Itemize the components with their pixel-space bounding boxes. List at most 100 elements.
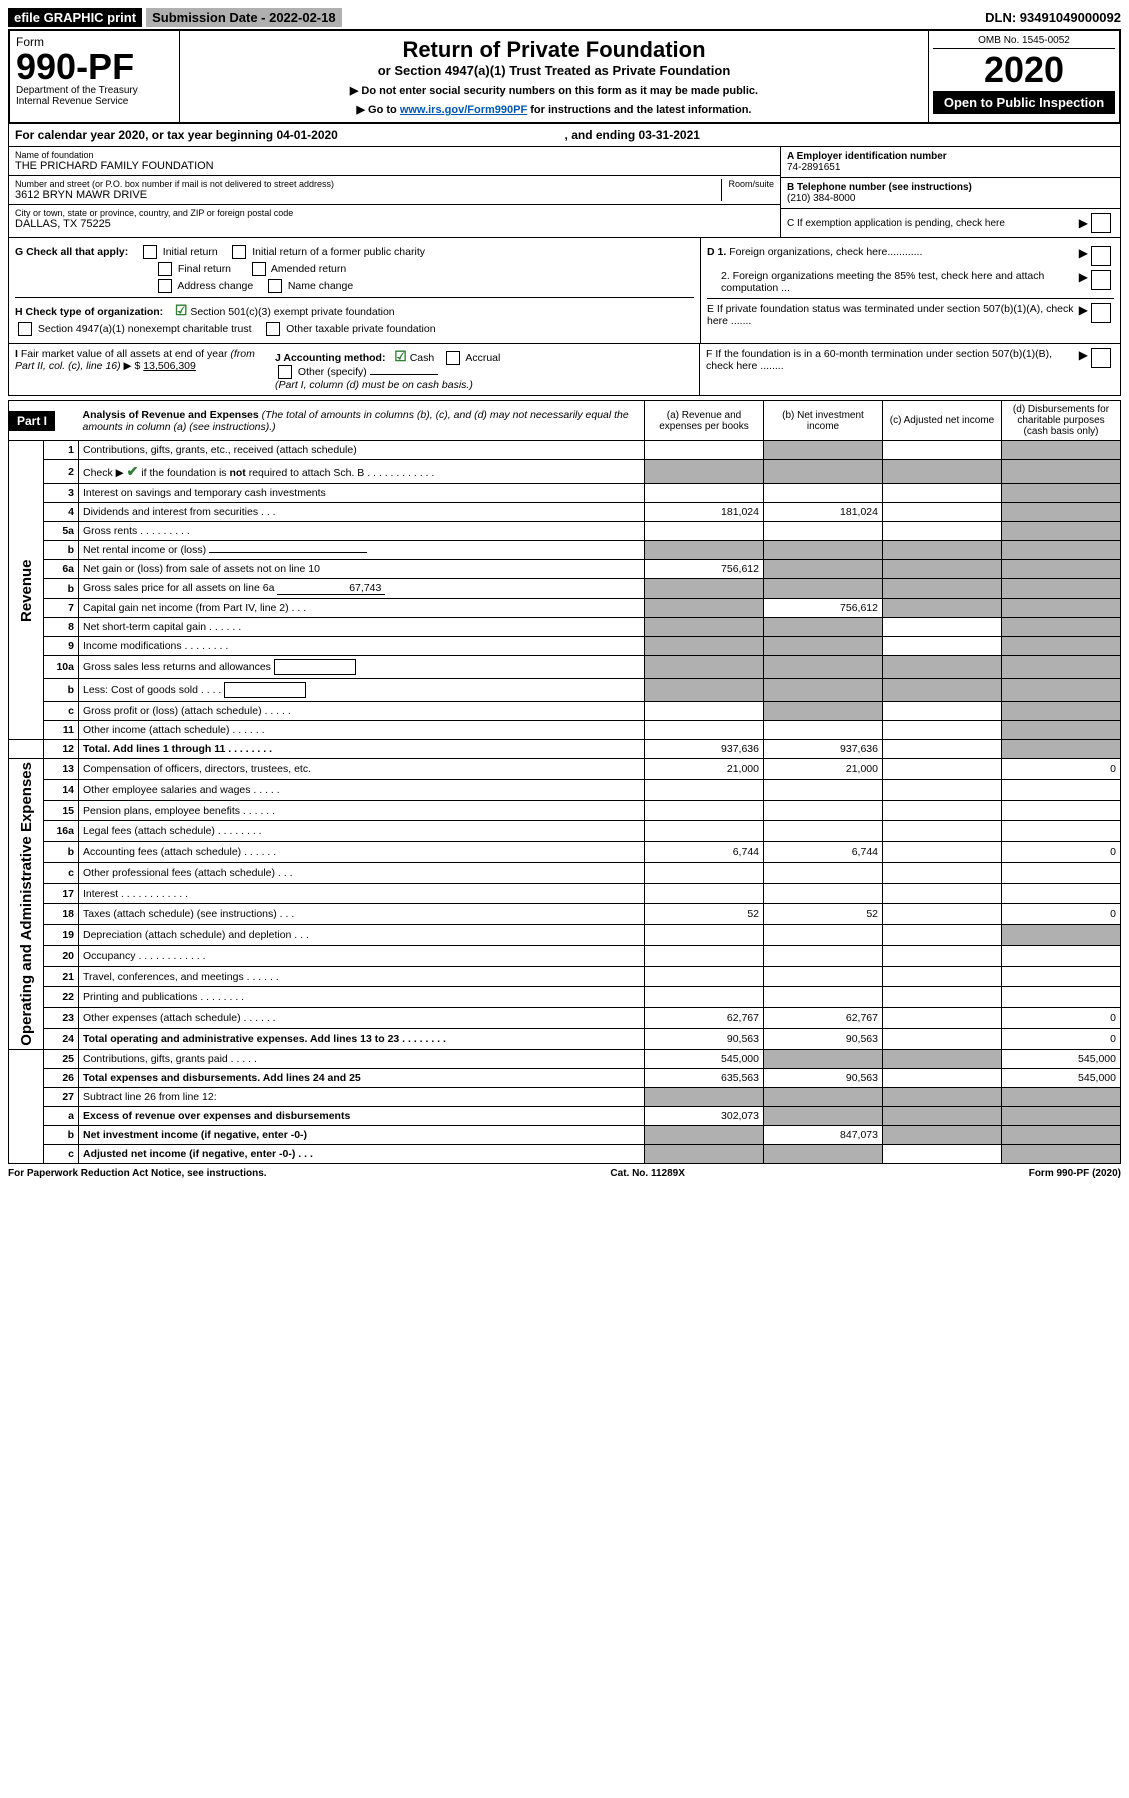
g-initial-public: Initial return of a former public charit…	[252, 246, 425, 258]
ein-label: A Employer identification number	[787, 151, 1114, 162]
i-label: Fair market value of all assets at end o…	[15, 348, 255, 372]
room-suite-label: Room/suite	[721, 179, 774, 201]
60month-checkbox[interactable]	[1091, 348, 1111, 368]
e-text: E If private foundation status was termi…	[707, 303, 1079, 327]
part1-label: Part I	[9, 411, 55, 431]
irs-label: Internal Revenue Service	[16, 96, 173, 107]
col-d-hdr: (d) Disbursements for charitable purpose…	[1002, 401, 1121, 441]
table-row: 12 Total. Add lines 1 through 11 . . . .…	[9, 740, 1121, 759]
table-row: 16a Legal fees (attach schedule) . . . .…	[9, 821, 1121, 842]
table-row: b Accounting fees (attach schedule) . . …	[9, 842, 1121, 863]
ij-block: I Fair market value of all assets at end…	[8, 344, 1121, 396]
calyear-begin: 04-01-2020	[276, 128, 337, 142]
form-header: Form 990-PF Department of the Treasury I…	[8, 29, 1121, 124]
other-taxable-checkbox[interactable]	[266, 322, 280, 336]
table-row: c Adjusted net income (if negative, ente…	[9, 1144, 1121, 1163]
identity-right: A Employer identification number 74-2891…	[780, 147, 1120, 237]
tax-year: 2020	[933, 49, 1115, 91]
table-row: 8 Net short-term capital gain . . . . . …	[9, 618, 1121, 637]
phone-label: B Telephone number (see instructions)	[787, 182, 1114, 193]
arrow-icon: ▶	[1079, 348, 1088, 372]
addr-label: Number and street (or P.O. box number if…	[15, 179, 721, 189]
initial-public-checkbox[interactable]	[232, 245, 246, 259]
status-terminated-checkbox[interactable]	[1091, 303, 1111, 323]
table-row: 2 Check ▶ ✔ if the foundation is not req…	[9, 460, 1121, 484]
expenses-vlabel: Operating and Administrative Expenses	[9, 759, 44, 1050]
g-label: G Check all that apply:	[15, 246, 128, 258]
table-row: c Other professional fees (attach schedu…	[9, 862, 1121, 883]
g-name: Name change	[288, 280, 353, 292]
table-row: b Net rental income or (loss)	[9, 541, 1121, 560]
part1-title-cell: Analysis of Revenue and Expenses (The to…	[79, 401, 645, 441]
table-row: 14 Other employee salaries and wages . .…	[9, 779, 1121, 800]
arrow-icon: ▶	[1079, 216, 1088, 230]
foundation-name: THE PRICHARD FAMILY FOUNDATION	[15, 160, 774, 172]
dept-treasury: Department of the Treasury	[16, 85, 173, 96]
checks-block: G Check all that apply: Initial return I…	[8, 238, 1121, 344]
table-row: 9 Income modifications . . . . . . . .	[9, 637, 1121, 656]
phone-value: (210) 384-8000	[787, 193, 1114, 204]
note2-post: for instructions and the latest informat…	[530, 104, 751, 116]
h-label: H Check type of organization:	[15, 306, 163, 318]
j-other: Other (specify)	[298, 366, 367, 378]
amended-return-checkbox[interactable]	[252, 262, 266, 276]
col-c-hdr: (c) Adjusted net income	[883, 401, 1002, 441]
col-b-hdr: (b) Net investment income	[764, 401, 883, 441]
header-mid: Return of Private Foundation or Section …	[180, 31, 929, 122]
identity-block: Name of foundation THE PRICHARD FAMILY F…	[8, 147, 1121, 238]
foreign-85pct-checkbox[interactable]	[1091, 270, 1111, 290]
dln-label: DLN: 93491049000092	[985, 10, 1121, 25]
calyear-mid: , and ending	[565, 128, 639, 142]
h-other-tax: Other taxable private foundation	[286, 323, 435, 335]
f-text: F If the foundation is in a 60-month ter…	[706, 348, 1079, 372]
name-change-checkbox[interactable]	[268, 279, 282, 293]
check-icon: ☑	[175, 302, 188, 318]
header-right: OMB No. 1545-0052 2020 Open to Public In…	[929, 31, 1119, 122]
calendar-year-line: For calendar year 2020, or tax year begi…	[8, 124, 1121, 147]
ein-value: 74-2891651	[787, 162, 1114, 173]
initial-return-checkbox[interactable]	[143, 245, 157, 259]
table-row: 4 Dividends and interest from securities…	[9, 503, 1121, 522]
d1-text: Foreign organizations, check here.......…	[729, 246, 922, 258]
city-state-zip: DALLAS, TX 75225	[15, 218, 774, 230]
revenue-vlabel: Revenue	[9, 441, 44, 740]
table-row: 3 Interest on savings and temporary cash…	[9, 484, 1121, 503]
table-row: 24 Total operating and administrative ex…	[9, 1028, 1121, 1049]
address-change-checkbox[interactable]	[158, 279, 172, 293]
h-4947: Section 4947(a)(1) nonexempt charitable …	[38, 323, 252, 335]
table-row: a Excess of revenue over expenses and di…	[9, 1106, 1121, 1125]
efile-label: efile GRAPHIC print	[8, 8, 142, 27]
table-row: 15 Pension plans, employee benefits . . …	[9, 800, 1121, 821]
exemption-pending-checkbox[interactable]	[1091, 213, 1111, 233]
table-row: 11 Other income (attach schedule) . . . …	[9, 721, 1121, 740]
note2-pre: ▶ Go to	[357, 104, 400, 116]
street-address: 3612 BRYN MAWR DRIVE	[15, 189, 721, 201]
instructions-link[interactable]: www.irs.gov/Form990PF	[400, 104, 527, 116]
ij-left: I Fair market value of all assets at end…	[9, 344, 700, 395]
table-row: c Gross profit or (loss) (attach schedul…	[9, 702, 1121, 721]
form-ref: Form 990-PF (2020)	[1029, 1168, 1121, 1179]
fmv-value: 13,506,309	[143, 360, 196, 372]
table-row: 21 Travel, conferences, and meetings . .…	[9, 966, 1121, 987]
final-return-checkbox[interactable]	[158, 262, 172, 276]
checks-left: G Check all that apply: Initial return I…	[9, 238, 700, 343]
accrual-checkbox[interactable]	[446, 351, 460, 365]
table-row: 10a Gross sales less returns and allowan…	[9, 656, 1121, 679]
other-specify-input[interactable]	[370, 374, 438, 375]
table-row: 27 Subtract line 26 from line 12:	[9, 1087, 1121, 1106]
g-addr: Address change	[177, 280, 253, 292]
table-row: 7 Capital gain net income (from Part IV,…	[9, 599, 1121, 618]
identity-left: Name of foundation THE PRICHARD FAMILY F…	[9, 147, 780, 237]
calyear-pre: For calendar year 2020, or tax year begi…	[15, 128, 276, 142]
form-subtitle: or Section 4947(a)(1) Trust Treated as P…	[188, 63, 920, 78]
table-row: 5a Gross rents . . . . . . . . .	[9, 522, 1121, 541]
foreign-org-checkbox[interactable]	[1091, 246, 1111, 266]
form-number: 990-PF	[16, 49, 173, 85]
check-icon: ☑	[394, 348, 407, 364]
4947-checkbox[interactable]	[18, 322, 32, 336]
form-note-2: ▶ Go to www.irs.gov/Form990PF for instru…	[188, 103, 920, 116]
header-left: Form 990-PF Department of the Treasury I…	[10, 31, 180, 122]
table-row: 20 Occupancy . . . . . . . . . . . .	[9, 945, 1121, 966]
part1-title: Analysis of Revenue and Expenses	[83, 409, 259, 421]
other-method-checkbox[interactable]	[278, 365, 292, 379]
